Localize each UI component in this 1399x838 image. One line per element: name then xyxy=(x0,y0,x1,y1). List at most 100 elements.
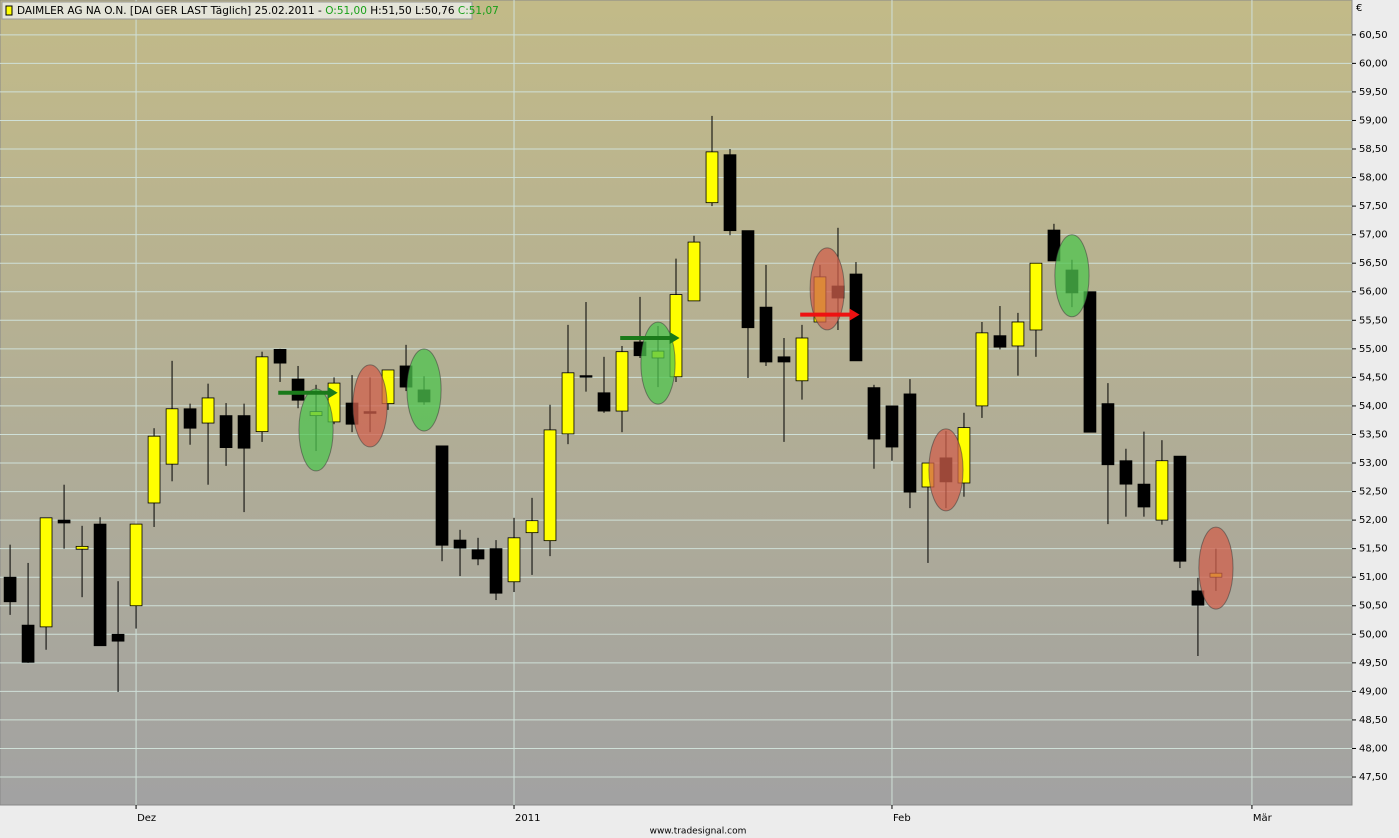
candle-body xyxy=(867,387,881,440)
candle-body xyxy=(615,351,629,412)
candle-body xyxy=(1155,460,1169,521)
candle-body xyxy=(471,549,485,560)
signal-arrow-head xyxy=(849,308,860,321)
plot-area xyxy=(0,0,1353,806)
signal-ellipse xyxy=(1054,234,1090,318)
candle-body xyxy=(201,397,215,424)
candle-body xyxy=(1029,262,1043,331)
y-tick-label: 52,50 xyxy=(1359,487,1388,498)
signal-ellipse xyxy=(1198,526,1234,610)
signal-arrow-head xyxy=(327,386,338,399)
y-tick-label: 56,50 xyxy=(1359,258,1388,269)
y-tick-label: 54,00 xyxy=(1359,401,1388,412)
candle-body xyxy=(1011,321,1025,347)
candle-body xyxy=(435,445,449,546)
candle-body xyxy=(1119,460,1133,485)
y-tick-label: 52,00 xyxy=(1359,515,1388,526)
quote-open: O:51,00 xyxy=(325,5,367,17)
footer: www.tradesignal.com xyxy=(650,827,747,837)
candle-body xyxy=(165,408,179,465)
candle-body xyxy=(3,576,17,603)
candle-body xyxy=(255,356,269,433)
header-title: DAIMLER AG NA O.N. [DAI GER LAST Täglich… xyxy=(17,5,322,17)
candle-body xyxy=(795,337,809,382)
signal-ellipse xyxy=(406,348,442,432)
header-box xyxy=(1,1,473,20)
candle-body xyxy=(993,335,1007,348)
candle-body xyxy=(903,393,917,493)
signal-ellipse xyxy=(928,428,964,512)
candle-body xyxy=(147,435,161,504)
quote-low: L:50,76 xyxy=(415,5,455,17)
y-tick-label: 48,00 xyxy=(1359,743,1388,754)
y-tick-label: 55,00 xyxy=(1359,344,1388,355)
candle-body xyxy=(975,332,989,407)
y-tick-label: 54,50 xyxy=(1359,372,1388,383)
y-tick-label: 59,00 xyxy=(1359,115,1388,126)
candle-body xyxy=(507,537,521,583)
candle-body xyxy=(75,545,89,550)
candle-body xyxy=(525,520,539,534)
y-tick-label: 57,00 xyxy=(1359,230,1388,241)
y-tick-label: 58,50 xyxy=(1359,144,1388,155)
currency: € xyxy=(1356,3,1362,14)
y-tick-label: 51,00 xyxy=(1359,572,1388,583)
y-tick-label: 53,50 xyxy=(1359,429,1388,440)
signal-arrow-head xyxy=(669,331,680,344)
candle-body xyxy=(885,405,899,448)
signal-ellipse xyxy=(640,321,676,405)
y-tick-label: 50,00 xyxy=(1359,629,1388,640)
candle-body xyxy=(237,415,251,449)
y-tick-label: 59,50 xyxy=(1359,87,1388,98)
x-tick-label: 2011 xyxy=(515,813,540,824)
quote-close: C:51,07 xyxy=(458,5,499,17)
candle-body xyxy=(183,408,197,429)
candle-body xyxy=(687,241,701,302)
candle-body xyxy=(273,349,287,364)
candle-body xyxy=(219,415,233,449)
candle-body xyxy=(1137,483,1151,508)
x-tick-label: Dez xyxy=(137,813,156,824)
candle-body xyxy=(777,356,791,363)
y-tick-label: 49,50 xyxy=(1359,658,1388,669)
grid xyxy=(0,0,1352,805)
signals xyxy=(278,234,1234,610)
candle-body xyxy=(111,633,125,642)
y-tick-label: 47,50 xyxy=(1359,772,1388,783)
candle-body xyxy=(543,429,557,542)
axes: 47,50 48,00 48,50 49,00 49,50 50,00 50,50 51,00… xyxy=(135,30,1388,824)
signal-ellipse xyxy=(352,364,388,448)
candle-body xyxy=(1173,455,1187,562)
signal-ellipse xyxy=(809,247,845,331)
y-tick-label: 60,50 xyxy=(1359,30,1388,41)
y-tick-label: 57,50 xyxy=(1359,201,1388,212)
y-tick-label: 53,00 xyxy=(1359,458,1388,469)
candle-body xyxy=(129,523,143,607)
y-tick-label: 51,50 xyxy=(1359,544,1388,555)
candle-body xyxy=(291,378,305,401)
candle-body xyxy=(93,523,107,647)
quote-high: H:51,50 xyxy=(370,5,412,17)
candle-body xyxy=(39,517,53,628)
y-tick-label: 48,50 xyxy=(1359,715,1388,726)
y-tick-label: 55,50 xyxy=(1359,315,1388,326)
candle-body xyxy=(489,548,503,594)
y-tick-label: 50,50 xyxy=(1359,601,1388,612)
candle-body xyxy=(453,539,467,549)
y-tick-label: 56,00 xyxy=(1359,287,1388,298)
signal-ellipse xyxy=(298,388,334,472)
candle-body xyxy=(1101,403,1115,466)
candle-body xyxy=(759,306,773,363)
candle-body xyxy=(597,392,611,412)
y-tick-label: 49,00 xyxy=(1359,686,1388,697)
candle-body xyxy=(21,624,35,663)
candle-body xyxy=(579,375,593,378)
candle-body xyxy=(57,519,71,524)
x-tick-label: Mär xyxy=(1253,813,1273,824)
y-tick-label: 58,00 xyxy=(1359,173,1388,184)
x-tick-label: Feb xyxy=(893,813,911,824)
header: DAIMLER AG NA O.N. [DAI GER LAST Täglich… xyxy=(17,5,499,17)
candle-body xyxy=(705,151,719,204)
candle-body xyxy=(723,154,737,232)
